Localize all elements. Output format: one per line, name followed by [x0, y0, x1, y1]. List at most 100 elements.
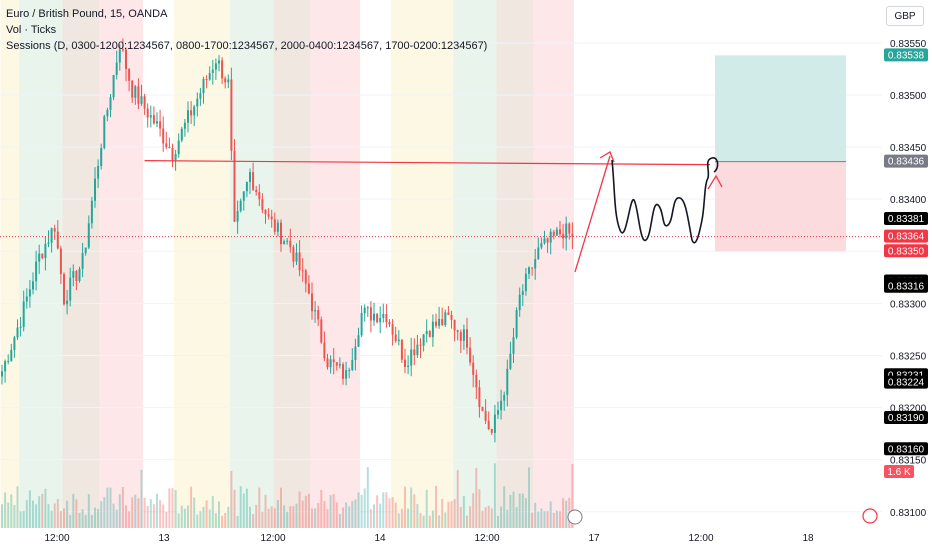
- volume-bar-90: [280, 487, 282, 528]
- candle-body-180: [559, 229, 561, 235]
- volume-bar-61: [190, 486, 193, 528]
- candle-body-18: [56, 231, 59, 249]
- candle-body-146: [453, 319, 456, 331]
- volume-bar-109: [338, 513, 341, 528]
- volume-bar-5: [16, 486, 19, 528]
- candle-body-63: [196, 98, 199, 107]
- candle-body-90: [280, 222, 282, 245]
- candle-body-25: [78, 268, 81, 281]
- volume-bar-135: [419, 513, 422, 528]
- volume-bar-57: [177, 513, 180, 528]
- candle-body-65: [202, 78, 205, 94]
- currency-button[interactable]: GBP: [886, 6, 924, 26]
- volume-bar-45: [140, 469, 143, 528]
- volume-bar-47: [146, 505, 149, 528]
- candle-body-66: [205, 78, 208, 80]
- volume-bar-101: [314, 508, 317, 528]
- volume-bar-68: [211, 496, 214, 528]
- forecast-arrow: [574, 155, 611, 273]
- candle-body-14: [44, 243, 47, 259]
- candle-body-97: [301, 270, 304, 272]
- candle-body-179: [555, 229, 558, 236]
- volume-bar-4: [13, 504, 16, 528]
- volume-bar-25: [78, 512, 81, 528]
- volume-bar-129: [400, 508, 403, 528]
- candle-body-7: [22, 301, 25, 327]
- volume-bar-89: [276, 500, 279, 528]
- volume-bar-56: [174, 490, 177, 528]
- candle-body-101: [314, 310, 317, 312]
- session-band-3: [99, 0, 144, 528]
- volume-bar-11: [35, 504, 38, 528]
- price-label-bg-9: [884, 375, 928, 389]
- candle-body-87: [270, 216, 273, 220]
- volume-bar-130: [404, 486, 406, 528]
- candle-body-35: [109, 97, 112, 110]
- candle-body-166: [515, 310, 518, 338]
- volume-bar-99: [307, 493, 310, 528]
- volume-bar-15: [47, 504, 50, 528]
- candle-body-161: [500, 400, 503, 411]
- volume-bar-85: [264, 494, 267, 528]
- candle-body-129: [400, 339, 403, 360]
- candle-body-95: [295, 252, 298, 262]
- time-tick-2: 12:00: [260, 533, 285, 544]
- candle-body-16: [50, 228, 53, 243]
- volume-bar-77: [239, 486, 242, 528]
- candle-body-54: [168, 147, 171, 149]
- volume-bar-91: [283, 505, 286, 528]
- price-label-bg-11: [884, 442, 928, 456]
- volume-bar-27: [84, 515, 87, 528]
- volume-bar-24: [75, 499, 78, 528]
- price-tick-2: 0.83450: [890, 143, 927, 154]
- volume-bar-124: [385, 492, 388, 528]
- candle-body-164: [509, 353, 512, 369]
- time-tick-7: 18: [802, 533, 814, 544]
- candle-body-96: [298, 252, 301, 271]
- candle-body-168: [521, 291, 524, 295]
- price-axis[interactable]: 0.83550 0.83500 0.83450 0.83400 0.83350 0.833…: [567, 39, 928, 525]
- candle-body-37: [115, 62, 118, 75]
- candle-body-149: [462, 329, 465, 341]
- volume-bar-6: [19, 511, 22, 528]
- volume-bar-9: [28, 490, 31, 528]
- volume-bar-147: [456, 470, 459, 528]
- candle-body-167: [518, 294, 521, 311]
- candle-body-82: [255, 189, 258, 193]
- volume-indicator-label[interactable]: Vol · Ticks: [6, 24, 57, 36]
- volume-bar-107: [332, 494, 335, 528]
- candle-body-137: [425, 331, 428, 335]
- session-band-8: [310, 0, 361, 528]
- drawings[interactable]: [0, 151, 882, 273]
- candle-body-108: [335, 362, 338, 366]
- time-tick-6: 12:00: [688, 533, 713, 544]
- price-label-0: 0.83538: [888, 50, 925, 61]
- price-tick-0: 0.83550: [890, 39, 927, 50]
- candle-body-117: [363, 307, 366, 314]
- time-axis[interactable]: 12:00 13 12:00 14 12:00 17 12:00 18: [44, 533, 814, 544]
- candle-body-177: [549, 231, 552, 243]
- symbol-title[interactable]: Euro / British Pound, 15, OANDA: [6, 8, 168, 20]
- candle-body-72: [224, 78, 227, 83]
- volume-bar-158: [490, 508, 493, 528]
- candle-body-51: [159, 121, 162, 129]
- volume-bar-170: [528, 467, 530, 528]
- volume-bar-113: [351, 501, 354, 528]
- candle-body-27: [84, 247, 87, 254]
- candle-body-52: [162, 128, 165, 144]
- candle-body-92: [286, 240, 289, 242]
- sessions-indicator-label[interactable]: Sessions (D, 0300-1200:1234567, 0800-170…: [6, 40, 488, 52]
- volume-label-bg: [884, 465, 914, 478]
- candle-body-53: [165, 143, 168, 148]
- time-tick-0: 12:00: [44, 533, 69, 544]
- candle-body-152: [472, 362, 475, 375]
- volume-bar-67: [208, 509, 211, 528]
- alert-icon: [862, 508, 878, 524]
- volume-bar-136: [422, 515, 425, 528]
- position-tool[interactable]: [715, 55, 846, 252]
- volume-bar-53: [165, 511, 168, 528]
- volume-bar-43: [134, 494, 137, 528]
- volume-bar-62: [193, 497, 196, 528]
